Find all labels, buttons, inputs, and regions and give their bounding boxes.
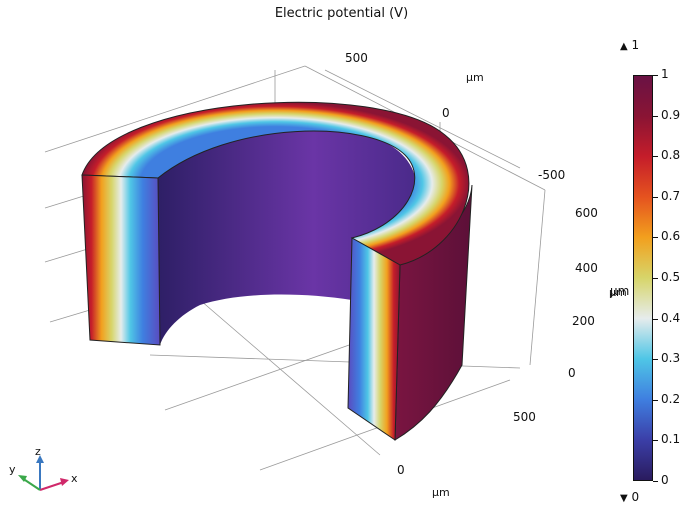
- cylinder-shell: [81, 101, 473, 441]
- y-tick-label: 500: [345, 51, 368, 65]
- colorbar-tick-label: 0.5: [661, 270, 681, 284]
- colorbar-tick-mark: [653, 319, 658, 320]
- y-axis-unit: µm: [466, 71, 484, 84]
- y-tick-label: 0: [442, 106, 450, 120]
- colorbar: [633, 75, 653, 481]
- colorbar-tick-label: 0.8: [661, 148, 681, 162]
- down-triangle-icon: ▼: [620, 493, 628, 504]
- colorbar-tick-mark: [653, 400, 658, 401]
- z-axis-unit: µm: [609, 286, 627, 299]
- x-tick-label: 500: [513, 410, 536, 424]
- colorbar-tick-mark: [653, 156, 658, 157]
- max-indicator-value: 1: [631, 38, 640, 52]
- colorbar-tick-label: 0.3: [661, 351, 681, 365]
- colorbar-tick-mark: [653, 197, 658, 198]
- triad-y-label: y: [9, 463, 16, 476]
- colorbar-tick-label: 0.4: [661, 311, 681, 325]
- chart-title: Electric potential (V): [274, 6, 409, 21]
- colorbar-tick-label: 0: [661, 473, 669, 487]
- z-tick-label: 0: [568, 366, 576, 380]
- colorbar-tick-label: 0.2: [661, 392, 681, 406]
- min-indicator-value: 0: [631, 490, 640, 504]
- axis-triad: z x y: [9, 445, 78, 491]
- min-indicator: ▼ 0: [620, 490, 639, 504]
- colorbar-tick-mark: [653, 237, 658, 238]
- colorbar-tick-mark: [653, 481, 658, 482]
- z-tick-label: 600: [575, 206, 598, 220]
- max-indicator: ▲ 1: [620, 38, 639, 52]
- x-axis-unit: µm: [432, 486, 450, 499]
- colorbar-tick-label: 0.1: [661, 432, 681, 446]
- colorbar-tick-label: 0.7: [661, 189, 681, 203]
- colorbar-tick-mark: [653, 116, 658, 117]
- up-triangle-icon: ▲: [620, 41, 628, 52]
- triad-z-label: z: [35, 445, 41, 458]
- colorbar-tick-label: 0.9: [661, 108, 681, 122]
- y-tick-label: -500: [538, 168, 565, 182]
- colorbar-unit-label: µm: [610, 284, 630, 298]
- colorbar-tick-mark: [653, 278, 658, 279]
- colorbar-tick-mark: [653, 440, 658, 441]
- z-tick-label: 200: [572, 314, 595, 328]
- colorbar-tick-mark: [653, 359, 658, 360]
- triad-x-label: x: [71, 472, 78, 485]
- colorbar-tick-mark: [653, 75, 658, 76]
- x-tick-label: 0: [397, 463, 405, 477]
- z-tick-label: 400: [575, 261, 598, 275]
- colorbar-tick-label: 0.6: [661, 229, 681, 243]
- colorbar-tick-label: 1: [661, 67, 669, 81]
